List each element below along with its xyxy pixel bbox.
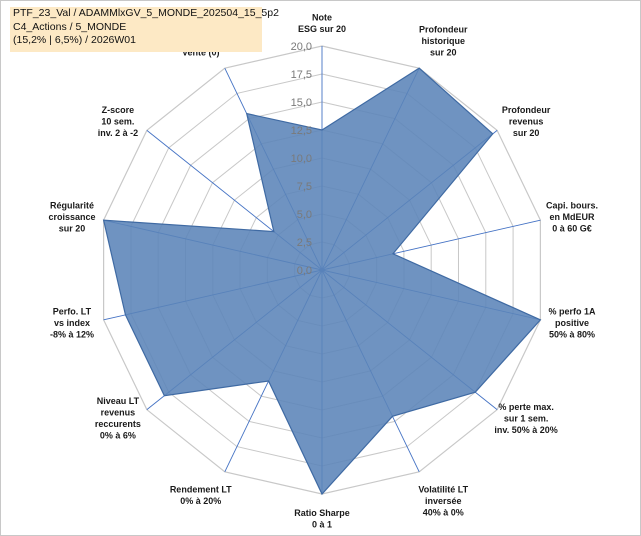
axis-label-6: % perte max.sur 1 sem. inv. 50% à 20% bbox=[494, 402, 557, 435]
axis-label-line: positive bbox=[555, 318, 589, 328]
axis-label-line: -8% à 12% bbox=[50, 329, 94, 339]
axis-label-line: 0% à 20% bbox=[180, 496, 221, 506]
axis-label-line: ESG sur 20 bbox=[298, 24, 346, 34]
axis-label-line: sur 20 bbox=[430, 48, 457, 58]
axis-label-line: 40% à 0% bbox=[423, 507, 464, 517]
axis-label-line: sur 1 sem. bbox=[504, 413, 549, 423]
axis-label-13: Z-score 10 sem.inv. 2 à -2 bbox=[98, 105, 138, 138]
axis-label-9: Rendement LT 0% à 20% bbox=[170, 484, 232, 506]
axis-label-line: revenus bbox=[101, 408, 136, 418]
axis-label-line: 0 à 1 bbox=[312, 520, 332, 530]
tick-label: 7,5 bbox=[297, 181, 312, 193]
axis-label-line: 0 à 60 G€ bbox=[552, 224, 592, 234]
axis-label-line: Vente (0) bbox=[182, 48, 220, 58]
tick-label: 2,5 bbox=[297, 237, 312, 249]
axis-label-line: revenus bbox=[509, 117, 544, 127]
axis-label-line: croissance bbox=[48, 212, 95, 222]
axis-label-line: sur 20 bbox=[59, 224, 86, 234]
axis-label-line: Volatilité LT bbox=[418, 484, 468, 494]
axis-label-line: Profondeur bbox=[502, 105, 551, 115]
axis-label-line: Rendement LT bbox=[170, 484, 232, 494]
axis-label-line: % perfo 1A bbox=[549, 306, 597, 316]
tick-label: 12,5 bbox=[291, 125, 312, 137]
axis-label-line: vs index bbox=[54, 318, 90, 328]
chart-header: PTF_23_Val / ADAMMlxGV_5_MONDE_202504_15… bbox=[10, 7, 279, 52]
axis-label-line: inv. 2 à -2 bbox=[98, 128, 138, 138]
axis-label-line: historique bbox=[422, 36, 466, 46]
axis-label-line: Niveau LT bbox=[97, 396, 140, 406]
header-line-stats: (15,2% | 6,5%) / 2026W01 bbox=[13, 34, 136, 46]
axis-label-line: inv. 50% à 20% bbox=[494, 425, 557, 435]
axis-label-line: inversée bbox=[425, 496, 462, 506]
axis-label-line: % perte max. bbox=[498, 402, 554, 412]
tick-label: 5,0 bbox=[297, 209, 312, 221]
axis-label-line: Perfo. LT bbox=[53, 306, 92, 316]
axis-label-line: 0% à 6% bbox=[100, 431, 136, 441]
tick-label: 0,0 bbox=[297, 265, 312, 277]
axis-label-11: Perfo. LT vs index-8% à 12% bbox=[50, 306, 94, 339]
axis-label-8: Ratio Sharpe 0 à 1 bbox=[294, 508, 350, 530]
radar-series-area bbox=[102, 67, 542, 496]
radial-tick-labels: 0,0 2,5 5,0 7,5 10,0 12,5 15,0 17,5 20,0 bbox=[291, 41, 312, 277]
axis-label-line: en MdEUR bbox=[550, 212, 596, 222]
axis-label-line: Capi. bours. bbox=[546, 201, 598, 211]
header-line-category: C4_Actions / 5_MONDE bbox=[13, 20, 127, 33]
tick-label: 17,5 bbox=[291, 69, 312, 81]
axis-label-line: sur 20 bbox=[513, 128, 540, 138]
axis-label-4: Capi. bours.en MdEUR 0 à 60 G€ bbox=[546, 201, 598, 234]
tick-label: 20,0 bbox=[291, 41, 312, 53]
axis-label-line: Profondeur bbox=[419, 25, 468, 35]
axis-label-line: reccurents bbox=[95, 419, 141, 429]
axis-label-line: Z-score bbox=[102, 105, 135, 115]
axis-label-line: Ratio Sharpe bbox=[294, 508, 350, 518]
header-line-portfolio: PTF_23_Val / ADAMMlxGV_5_MONDE_202504_15… bbox=[13, 7, 279, 19]
tick-label: 10,0 bbox=[291, 153, 312, 165]
axis-label-line: 10 sem. bbox=[101, 117, 134, 127]
axis-label-line: Note bbox=[312, 13, 332, 23]
series-polygon bbox=[102, 67, 542, 496]
axis-label-line: Régularité bbox=[50, 201, 94, 211]
axis-label-line: 50% à 80% bbox=[549, 329, 595, 339]
tick-label: 15,0 bbox=[291, 97, 312, 109]
